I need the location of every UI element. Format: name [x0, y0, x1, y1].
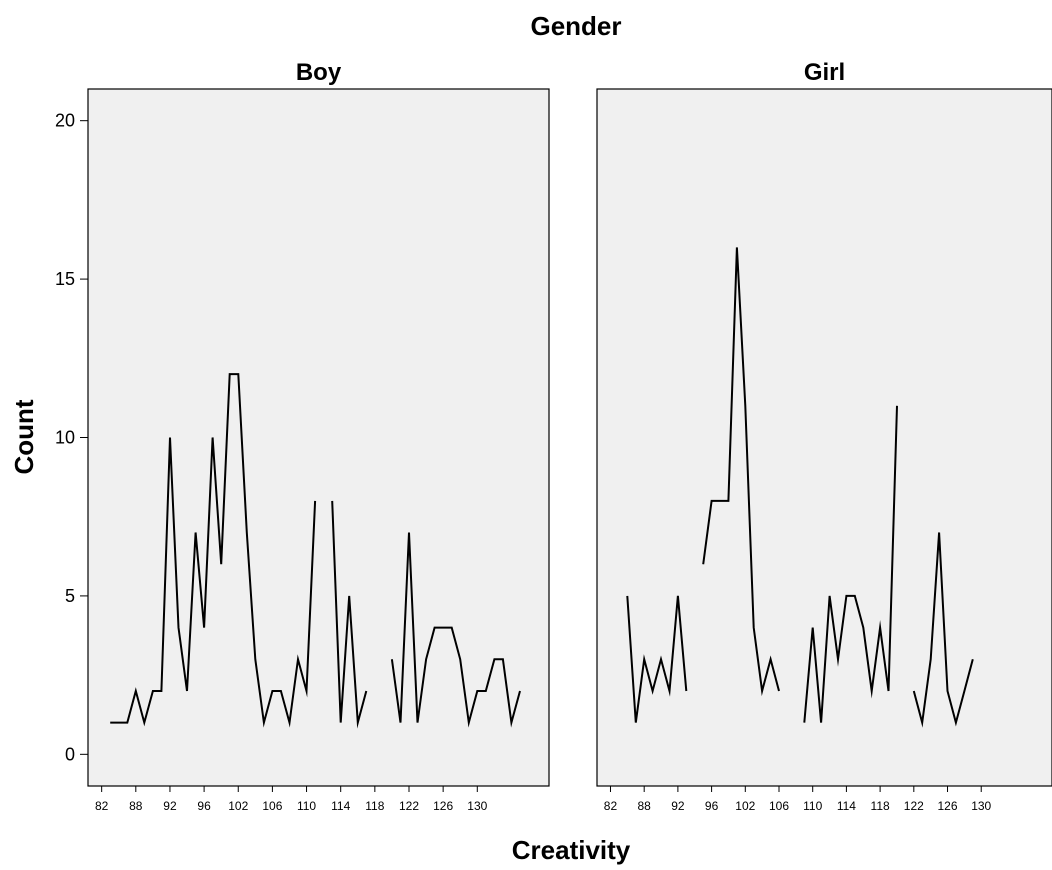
series-line-segment-1 — [110, 373, 317, 728]
x-tick-label: 88 — [129, 799, 143, 813]
series-line-segment-1 — [626, 595, 688, 723]
series-line-segment-2 — [331, 500, 368, 729]
x-tick-label: 130 — [467, 799, 487, 813]
x-tick-label: 96 — [705, 799, 719, 813]
x-tick-label: 88 — [638, 799, 652, 813]
plot-area — [87, 88, 550, 787]
x-tick-label: 102 — [735, 799, 755, 813]
panel-girl: Girl 82 88 92 96 102 106 110 114 118 122 126 130 — [596, 59, 1052, 813]
y-tick-label: 10 — [55, 428, 75, 448]
x-tick-label: 126 — [433, 799, 453, 813]
x-tick-label: 118 — [871, 799, 890, 813]
y-tick-label: 0 — [65, 744, 75, 764]
x-tick-label: 122 — [904, 799, 924, 813]
x-tick-label: 82 — [604, 799, 618, 813]
x-tick-label: 92 — [163, 799, 177, 813]
x-tick-label: 110 — [297, 799, 316, 813]
panels-group: Boy 82 88 92 96 102 106 110 114 118 122 126 130 0 5 10 1… — [55, 59, 1052, 813]
panel-boy: Boy 82 88 92 96 102 106 110 114 118 122 126 130 0 5 10 1… — [55, 59, 550, 813]
x-axis-label: Creativity — [512, 835, 631, 865]
x-tick-label: 106 — [769, 799, 789, 813]
x-tick-label: 106 — [262, 799, 282, 813]
y-axis-label: Count — [9, 399, 39, 474]
series-line-segment-3 — [803, 405, 898, 723]
series-line-segment-2 — [702, 247, 780, 697]
x-tick-label: 130 — [971, 799, 991, 813]
series-line-segment-3 — [390, 532, 521, 728]
y-tick-label: 15 — [55, 269, 75, 289]
panel-label: Girl — [804, 59, 845, 86]
y-tick-label: 5 — [65, 586, 75, 606]
x-tick-label: 92 — [671, 799, 685, 813]
x-tick-label: 118 — [365, 799, 384, 813]
y-tick-label: 20 — [55, 111, 75, 131]
x-tick-label: 126 — [938, 799, 958, 813]
series-line-segment-4 — [912, 532, 974, 728]
x-tick-label: 114 — [837, 799, 856, 813]
x-tick-label: 122 — [399, 799, 419, 813]
x-tick-label: 114 — [331, 799, 350, 813]
chart-title: Gender — [530, 11, 621, 41]
x-tick-label: 102 — [228, 799, 248, 813]
x-tick-label: 110 — [803, 799, 822, 813]
x-tick-label: 82 — [95, 799, 109, 813]
x-tick-label: 96 — [197, 799, 211, 813]
panel-label: Boy — [296, 59, 342, 86]
